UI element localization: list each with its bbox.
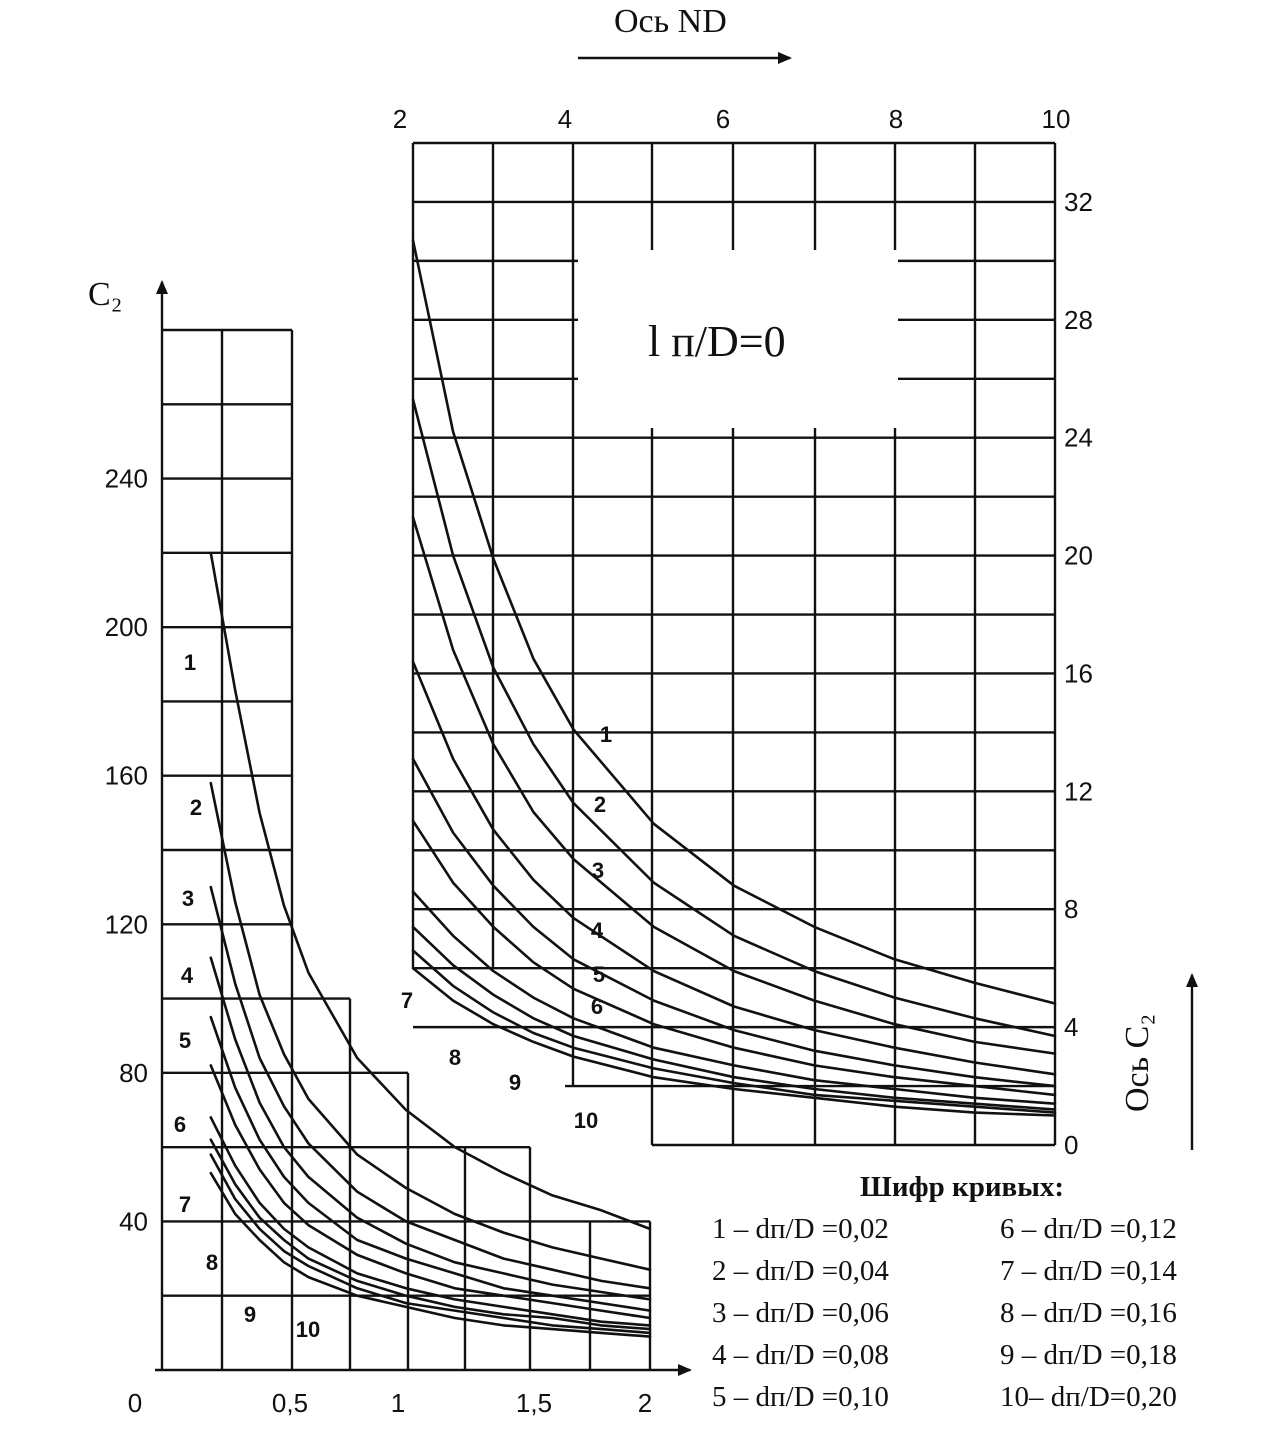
curve-number-label: 4 bbox=[591, 918, 604, 943]
curve-line bbox=[209, 885, 652, 1290]
y-tick-label: 12 bbox=[1064, 776, 1093, 806]
curve-number-label: 3 bbox=[182, 886, 194, 911]
left-y-ticks: 40 80 120 160 200 240 bbox=[105, 464, 148, 1237]
curve-number-label: 4 bbox=[181, 963, 194, 988]
legend-entry: 8 – dп/D =0,16 bbox=[1000, 1297, 1177, 1329]
curve-line bbox=[209, 551, 652, 1231]
curve-line bbox=[209, 781, 652, 1271]
y-tick-label: 8 bbox=[1064, 894, 1078, 924]
curve-number-label: 10 bbox=[574, 1108, 598, 1133]
right-y-axis-label: Ось C₂ bbox=[1119, 1014, 1156, 1112]
x-tick-label: 10 bbox=[1042, 104, 1071, 134]
legend-entry: 2 – dп/D =0,04 bbox=[712, 1255, 889, 1287]
legend-entry: 5 – dп/D =0,10 bbox=[712, 1381, 889, 1413]
curve-number-label: 9 bbox=[244, 1302, 256, 1327]
x-tick-label: 2 bbox=[393, 104, 407, 134]
curve-number-label: 8 bbox=[449, 1045, 461, 1070]
x-tick-label: 4 bbox=[558, 104, 572, 134]
curve-number-label: 2 bbox=[594, 792, 606, 817]
y-tick-label: 24 bbox=[1064, 423, 1093, 453]
curve-number-label: 1 bbox=[184, 650, 196, 675]
legend-entry: 1 – dп/D =0,02 bbox=[712, 1213, 889, 1245]
curve-number-label: 2 bbox=[190, 795, 202, 820]
left-curves bbox=[209, 551, 652, 1338]
curve-line bbox=[411, 757, 1057, 1088]
curve-number-label: 10 bbox=[296, 1317, 320, 1342]
y-tick-label: 20 bbox=[1064, 541, 1093, 571]
x-tick-label: 0 bbox=[128, 1388, 142, 1418]
legend-entry: 10– dп/D=0,20 bbox=[1000, 1381, 1177, 1413]
right-y-ticks: 0 4 8 12 16 20 24 28 32 bbox=[1064, 187, 1093, 1160]
curve-line bbox=[411, 949, 1057, 1114]
curve-line bbox=[411, 890, 1057, 1105]
curve-line bbox=[411, 516, 1057, 1055]
legend-title: Шифр кривых: bbox=[860, 1171, 1064, 1203]
y-tick-label: 0 bbox=[1064, 1130, 1078, 1160]
y-tick-label: 32 bbox=[1064, 187, 1093, 217]
y-tick-label: 200 bbox=[105, 612, 148, 642]
curve-number-label: 7 bbox=[179, 1192, 191, 1217]
curve-line bbox=[209, 1153, 652, 1335]
right-panel: l п/D=0 Ось ND Ось C₂ 2 4 6 8 10 04812162024… bbox=[393, 3, 1198, 1160]
x-tick-label: 8 bbox=[889, 104, 903, 134]
curve-line bbox=[411, 239, 1057, 1005]
curve-number-label: 7 bbox=[401, 988, 413, 1013]
y-tick-label: 160 bbox=[105, 761, 148, 791]
curve-line bbox=[209, 1015, 652, 1312]
right-curve-labels: 1 2 3 4 5 6 7 8 9 10 bbox=[401, 722, 612, 1133]
curve-line bbox=[411, 819, 1057, 1097]
title-box bbox=[578, 250, 898, 428]
curve-number-label: 6 bbox=[174, 1112, 186, 1137]
y-tick-label: 240 bbox=[105, 464, 148, 494]
y-tick-label: 4 bbox=[1064, 1012, 1078, 1042]
curve-number-label: 8 bbox=[206, 1250, 218, 1275]
curve-number-label: 5 bbox=[179, 1028, 191, 1053]
curve-line bbox=[411, 925, 1057, 1111]
y-tick-label: 80 bbox=[119, 1058, 148, 1088]
legend-entry: 3 – dп/D =0,06 bbox=[712, 1297, 889, 1329]
right-chart-title: l п/D=0 bbox=[648, 317, 786, 366]
curve-number-label: 6 bbox=[591, 994, 603, 1019]
curve-line bbox=[411, 966, 1057, 1117]
legend-entry: 4 – dп/D =0,08 bbox=[712, 1339, 889, 1371]
curve-number-label: 1 bbox=[600, 722, 612, 747]
y-tick-label: 28 bbox=[1064, 305, 1093, 335]
right-x-axis-label: Ось ND bbox=[614, 3, 727, 40]
x-tick-label: 0,5 bbox=[272, 1388, 308, 1418]
curve-number-label: 9 bbox=[509, 1070, 521, 1095]
left-y-axis-label: C₂ bbox=[88, 276, 123, 313]
y-tick-label: 16 bbox=[1064, 658, 1093, 688]
x-tick-label: 6 bbox=[716, 104, 730, 134]
curve-number-label: 3 bbox=[592, 858, 604, 883]
x-tick-label: 1,5 bbox=[516, 1388, 552, 1418]
curve-line bbox=[411, 660, 1057, 1076]
curve-line bbox=[209, 1171, 652, 1338]
curve-line bbox=[209, 1064, 652, 1320]
left-x-ticks: 0 0,5 1 1,5 2 bbox=[128, 1388, 652, 1418]
y-tick-label: 40 bbox=[119, 1206, 148, 1236]
y-tick-label: 120 bbox=[105, 909, 148, 939]
curve-line bbox=[209, 1138, 652, 1331]
right-curves bbox=[411, 239, 1057, 1117]
legend: Шифр кривых: 1 – dп/D =0,02 2 – dп/D =0,… bbox=[712, 1171, 1177, 1413]
curve-line bbox=[411, 398, 1057, 1038]
curve-line bbox=[209, 956, 652, 1301]
right-x-ticks: 2 4 6 8 10 bbox=[393, 104, 1071, 134]
curve-number-label: 5 bbox=[593, 962, 605, 987]
legend-entry: 6 – dп/D =0,12 bbox=[1000, 1213, 1177, 1245]
legend-entry: 9 – dп/D =0,18 bbox=[1000, 1339, 1177, 1371]
curve-line bbox=[209, 1116, 652, 1327]
x-tick-label: 2 bbox=[638, 1388, 652, 1418]
x-tick-label: 1 bbox=[391, 1388, 405, 1418]
left-curve-labels: 1 2 3 4 5 6 7 8 9 10 bbox=[174, 650, 320, 1342]
legend-entry: 7 – dп/D =0,14 bbox=[1000, 1255, 1177, 1287]
